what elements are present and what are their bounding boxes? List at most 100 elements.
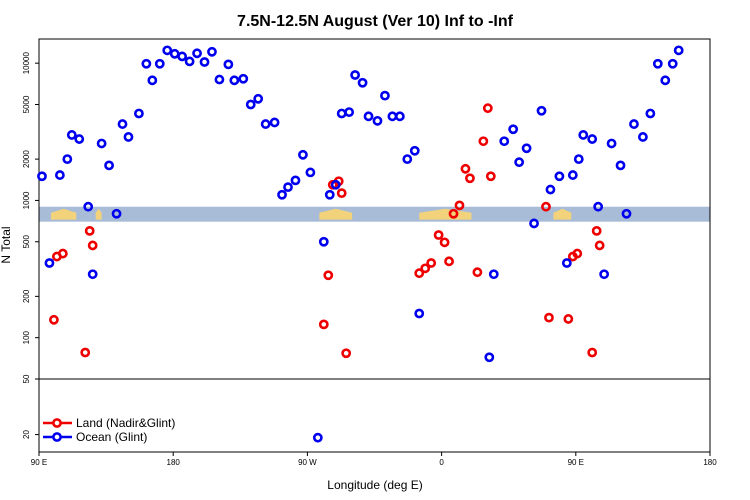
ocean-point [350,70,361,80]
land-point [318,319,329,330]
land-point [341,348,352,359]
ocean-point [514,157,525,168]
ocean-point [229,75,240,86]
ocean-point [554,171,565,182]
land-point [544,312,554,323]
y-tick-label: 500 [22,235,31,249]
ocean-point [223,59,234,70]
ocean-point [96,138,107,149]
ocean-point [318,236,329,247]
land-point [49,314,59,325]
ocean-point [402,154,413,165]
ocean-point [330,179,341,190]
legend-label: Land (Nadir&Glint) [76,416,175,430]
ocean-point [615,160,626,171]
land-mass [419,208,472,220]
land-mass [319,208,353,220]
y-tick-label: 2000 [22,150,31,168]
ocean-point [567,170,578,180]
ocean-point [104,160,114,171]
ocean-point [141,58,152,69]
land-point [336,188,347,199]
x-axis-label: Longitude (deg E) [327,478,422,492]
ocean-point [117,119,128,129]
land-point [426,258,437,268]
ocean-point [499,136,510,147]
ocean-point [587,134,598,144]
y-tick-label: 10000 [22,51,31,74]
land-point [572,248,583,259]
land-point [439,237,450,248]
land-mass [95,208,102,220]
x-tick-label: 90 E [568,458,584,467]
ocean-point [536,105,547,116]
x-tick-label: 90 W [298,458,317,467]
y-tick-label: 1000 [22,191,31,209]
ocean-point [162,45,173,56]
ocean-point [154,58,165,69]
x-tick-label: 0 [439,458,444,467]
ocean-point [488,269,499,280]
land-point [485,171,496,182]
land-point [57,248,68,259]
ocean-point [290,175,301,186]
ocean-point [593,201,604,212]
ocean-point [638,132,648,142]
ocean-point [344,107,355,118]
ocean-point [645,108,656,119]
land-point [84,225,95,236]
ocean-point [123,132,134,142]
land-point [323,270,334,281]
ocean-point [414,308,425,319]
ocean-point [305,167,316,178]
ocean-point [372,115,383,126]
ocean-point [573,154,584,165]
ocean-point [177,51,188,62]
land-point [541,201,551,212]
land-band [39,206,710,222]
ocean-point [394,111,405,122]
ocean-point [312,432,323,443]
ocean-point [599,269,610,280]
ocean-point [269,117,280,128]
ocean-point [660,75,671,86]
land-mass [50,208,77,220]
land-mass [553,208,572,220]
land-point [448,208,459,219]
y-tick-label: 200 [22,289,31,303]
y-tick-label: 50 [22,374,31,383]
ocean-point [169,48,180,59]
legend-marker [52,418,62,428]
land-band-layer [39,206,710,222]
ocean-point [37,171,47,182]
ocean-point [207,46,217,57]
ocean-point [673,45,684,56]
legend-label: Ocean (Glint) [76,430,147,444]
land-point [420,263,431,274]
y-tick-label: 20 [22,430,31,439]
ocean-point [324,189,335,200]
legend: Land (Nadir&Glint)Ocean (Glint) [43,416,175,444]
ocean-point [253,93,264,104]
land-point [454,200,465,211]
ocean-point [199,57,210,67]
y-axis-label: N Total [0,226,13,263]
x-tick-label: 180 [703,458,717,467]
ocean-point [521,143,532,154]
ocean-point [621,208,632,219]
land-point [482,103,493,114]
ocean-point [298,149,308,160]
land-point [460,163,471,174]
ocean-point [387,111,398,122]
land-point [433,230,444,240]
ocean-point [508,124,519,135]
ocean-point [529,218,539,229]
ocean-point [87,269,98,280]
ocean-point [134,108,144,119]
ocean-point [111,208,122,219]
y-tick-label: 5000 [22,95,31,113]
ocean-point [380,90,390,101]
ocean-point [545,184,556,195]
land-point [80,347,91,358]
